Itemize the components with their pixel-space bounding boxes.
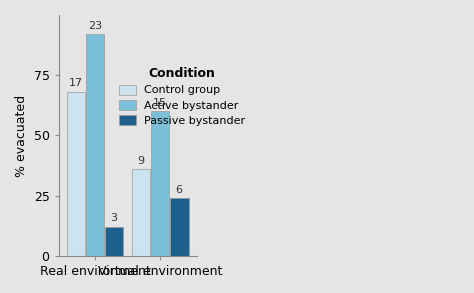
Text: 17: 17 [69,79,83,88]
Bar [105,227,123,256]
Bar [66,92,85,256]
Text: 6: 6 [176,185,182,195]
Legend: Control group, Active bystander, Passive bystander: Control group, Active bystander, Passive… [116,64,249,129]
Bar [86,34,104,256]
Text: 15: 15 [153,98,167,108]
Bar [132,169,150,256]
Text: 3: 3 [110,213,118,224]
Y-axis label: % evacuated: % evacuated [15,94,28,177]
Text: 23: 23 [88,21,102,31]
Bar [151,111,169,256]
Bar [170,198,189,256]
Text: 9: 9 [137,156,145,166]
